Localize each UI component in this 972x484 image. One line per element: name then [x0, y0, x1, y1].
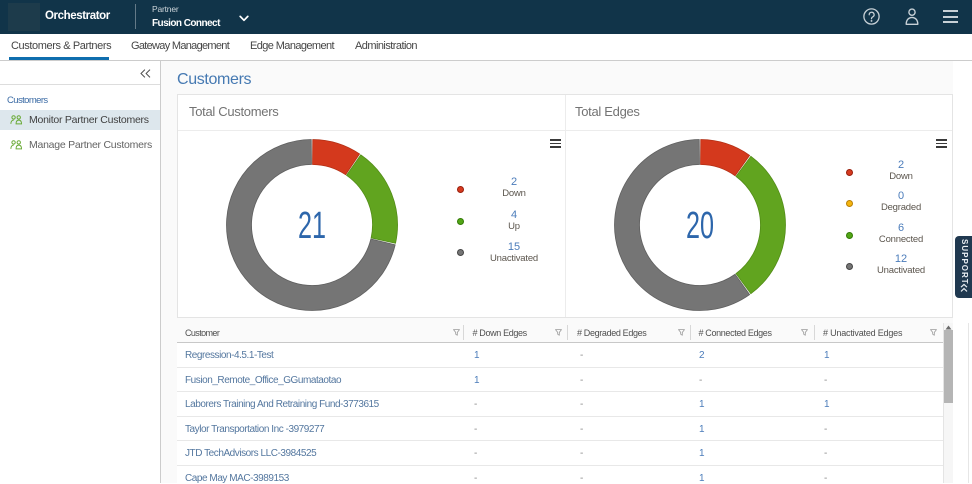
svg-text:21: 21: [298, 205, 326, 247]
svg-text:20: 20: [686, 205, 714, 247]
